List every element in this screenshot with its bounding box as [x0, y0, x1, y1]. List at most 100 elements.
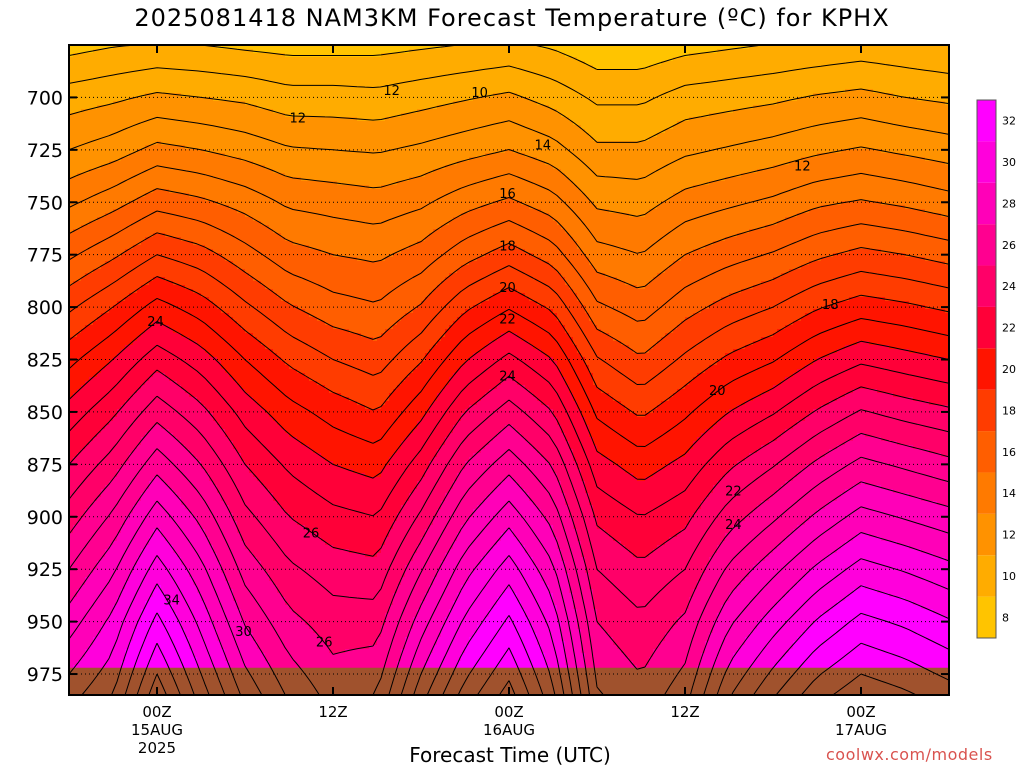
field-cell [69, 269, 93, 273]
field-cell [301, 617, 385, 621]
field-cell [577, 537, 613, 541]
field-cell [321, 453, 393, 457]
field-cell [577, 465, 621, 469]
field-cell [129, 513, 193, 517]
field-cell [565, 281, 625, 285]
field-cell [561, 369, 589, 373]
field-cell [245, 101, 453, 105]
field-cell [621, 541, 665, 545]
field-cell [533, 501, 565, 505]
field-cell [433, 345, 485, 349]
field-cell [233, 589, 277, 593]
field-cell [185, 445, 233, 449]
field-cell [241, 613, 297, 617]
field-cell [101, 429, 149, 433]
field-cell [129, 153, 225, 157]
field-cell [73, 597, 117, 601]
field-cell [153, 373, 165, 377]
field-cell [69, 101, 113, 105]
field-cell [405, 377, 449, 381]
field-cell [69, 485, 105, 489]
field-cell [297, 613, 385, 617]
field-cell [197, 341, 261, 345]
field-cell [929, 401, 949, 405]
field-cell [533, 557, 561, 561]
field-cell [881, 485, 949, 489]
field-cell [493, 93, 517, 97]
field-cell [145, 145, 185, 149]
field-cell [465, 465, 553, 469]
field-cell [85, 577, 129, 581]
field-cell [573, 601, 593, 605]
field-cell [289, 513, 397, 517]
field-cell [593, 597, 689, 601]
field-cell [117, 601, 145, 605]
field-cell [777, 221, 949, 225]
field-cell [109, 309, 221, 313]
field-cell [397, 513, 437, 517]
field-cell [933, 553, 949, 557]
field-cell [645, 665, 697, 669]
field-cell [693, 441, 769, 445]
field-cell [813, 565, 949, 569]
field-cell [441, 389, 489, 393]
field-cell [137, 621, 181, 625]
field-cell [257, 105, 437, 109]
field-cell [633, 349, 649, 353]
credit-link[interactable]: coolwx.com/models [826, 745, 993, 764]
field-cell [69, 225, 81, 229]
field-cell [773, 605, 833, 609]
field-cell [589, 425, 713, 429]
field-cell [417, 109, 557, 113]
field-cell [541, 509, 569, 513]
field-cell [877, 589, 949, 593]
field-cell [169, 429, 225, 433]
field-cell [517, 381, 565, 385]
field-cell [905, 253, 949, 257]
field-cell [661, 337, 761, 341]
field-cell [449, 325, 565, 329]
field-cell [613, 641, 661, 645]
y-tick-label: 700 [27, 87, 63, 109]
field-cell [545, 353, 581, 357]
field-cell [525, 549, 561, 553]
field-cell [537, 157, 801, 161]
field-cell [261, 649, 329, 653]
isotherm-28 [69, 474, 949, 695]
colorbar-segment [977, 431, 996, 473]
field-cell [69, 289, 137, 293]
field-cell [433, 517, 469, 521]
field-cell [285, 429, 413, 433]
field-cell [469, 157, 537, 161]
field-cell [141, 609, 173, 613]
field-cell [709, 305, 825, 309]
field-cell [349, 397, 389, 401]
field-cell [429, 585, 461, 589]
field-cell [409, 373, 453, 377]
field-cell [141, 553, 177, 557]
field-cell [653, 277, 773, 281]
field-cell [573, 453, 601, 457]
field-cell [797, 581, 949, 585]
field-cell [573, 457, 609, 461]
field-cell [685, 453, 749, 457]
field-cell [69, 193, 145, 197]
field-cell [917, 97, 949, 101]
field-cell [301, 177, 409, 181]
field-cell [881, 201, 949, 205]
field-cell [589, 497, 705, 501]
field-cell [177, 617, 209, 621]
field-cell [693, 445, 761, 449]
field-cell [581, 473, 633, 477]
field-cell [589, 133, 657, 137]
field-cell [705, 565, 753, 569]
field-cell [809, 261, 945, 265]
field-cell [473, 353, 545, 357]
field-cell [273, 109, 417, 113]
field-cell [781, 541, 845, 545]
field-cell [589, 577, 701, 581]
field-cell [269, 225, 441, 229]
field-cell [129, 97, 213, 101]
field-cell [557, 361, 585, 365]
isotherm-contours [69, 45, 949, 695]
